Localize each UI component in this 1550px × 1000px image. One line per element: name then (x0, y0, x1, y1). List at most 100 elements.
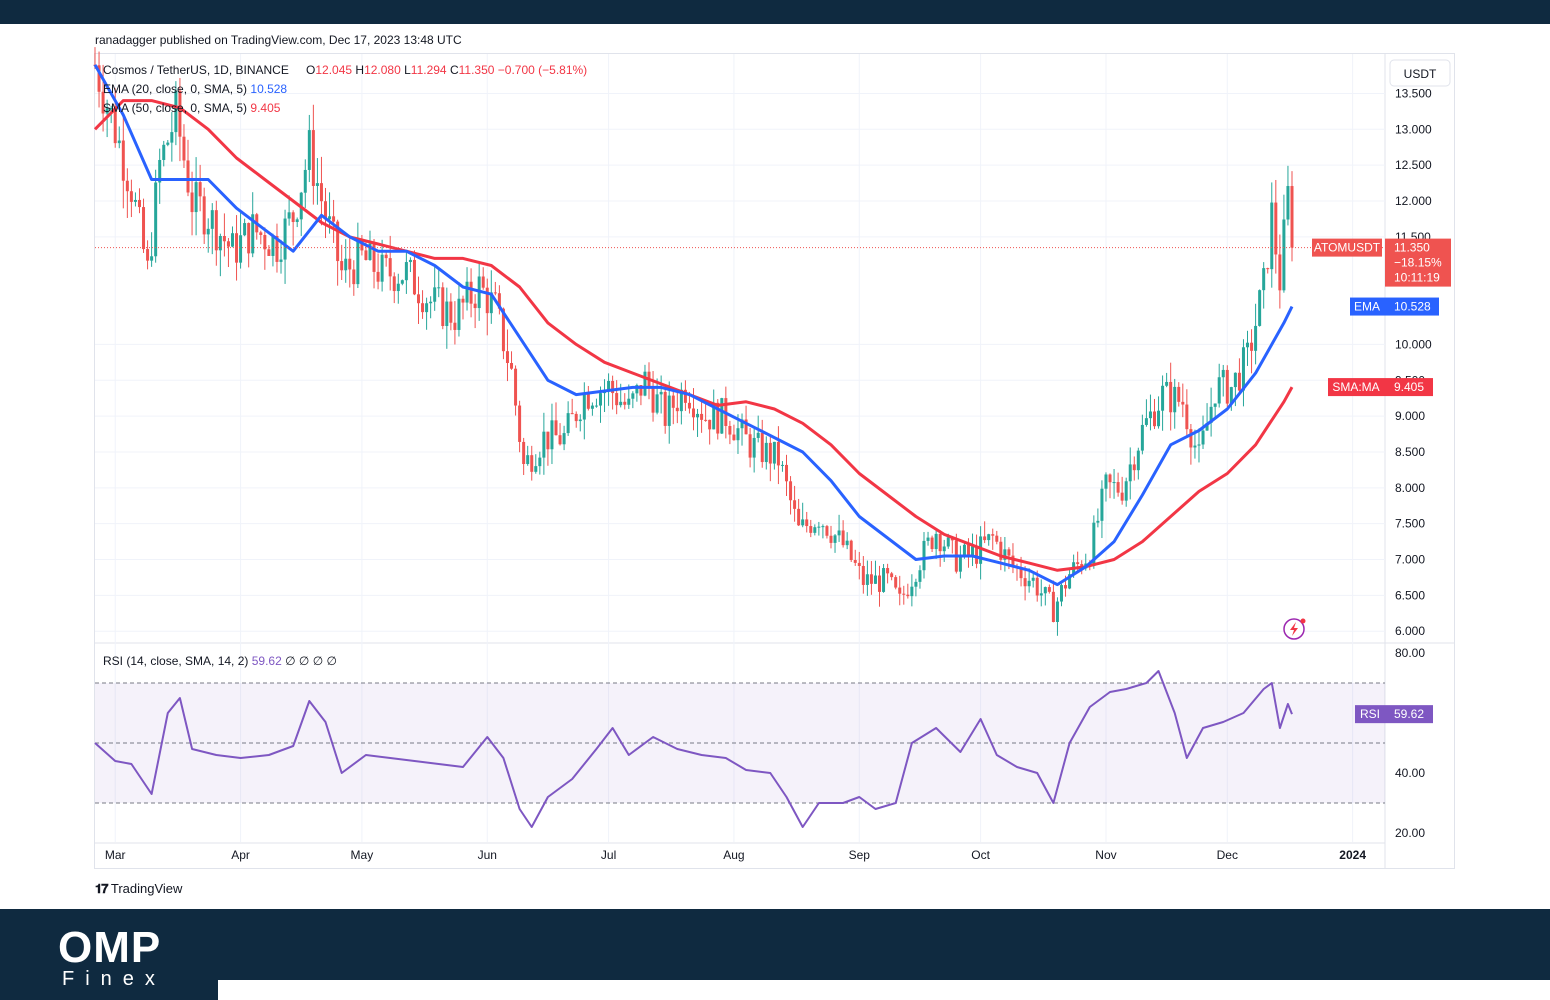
candle-body (1112, 482, 1116, 484)
candle-body (105, 108, 109, 114)
ohlc-readout: O12.045 H12.080 L11.294 C11.350 −0.700 (… (306, 63, 587, 77)
price-tick-label: 10.000 (1395, 337, 1432, 351)
candle-body (833, 535, 837, 543)
candle-body (101, 91, 105, 114)
candle-body (760, 432, 764, 463)
candle-body (1193, 445, 1197, 448)
rsi-pane (95, 682, 1385, 804)
candle-body (125, 180, 129, 192)
candle-body (582, 393, 586, 420)
ema-value-bg (1385, 297, 1439, 316)
candle-body (546, 431, 550, 450)
ema-value-tag: 10.528 (1394, 300, 1431, 314)
last-price-tag-bg (1385, 238, 1451, 287)
time-tick-label: May (351, 848, 374, 862)
candle-body (1270, 202, 1274, 270)
price-tick-label: 6.000 (1395, 624, 1425, 638)
candle-body (562, 433, 566, 445)
candle-body (1011, 555, 1015, 567)
candle-body (259, 232, 263, 236)
candle-body (1173, 386, 1177, 413)
candle-body (315, 183, 319, 186)
candle-body (687, 402, 691, 409)
candle-body (716, 402, 720, 434)
candle-body (1148, 411, 1152, 419)
candle-body (574, 413, 578, 422)
candle-body (465, 281, 469, 303)
candle-body (497, 293, 501, 309)
candle-body (1258, 290, 1262, 326)
ema-legend: EMA (20, close, 0, SMA, 5) 10.528 (103, 82, 287, 96)
candle-body (380, 254, 384, 282)
candle-body (598, 393, 602, 406)
candle-body (311, 130, 315, 186)
lightning-icon[interactable] (1283, 618, 1306, 640)
logo-mark: OMP (58, 923, 162, 972)
rsi-tag-label: RSI (1360, 707, 1380, 721)
candle-body (898, 587, 902, 594)
candle-body (421, 303, 425, 313)
indicator-lines (93, 64, 1385, 828)
candle-body (995, 535, 999, 542)
candle-body (461, 298, 465, 303)
candle-body (1116, 482, 1120, 493)
candle-body (987, 534, 991, 541)
candle-body (906, 594, 910, 597)
candle-body (542, 431, 546, 458)
candle-body (1092, 522, 1096, 566)
candle-body (926, 537, 930, 541)
candle-body (433, 287, 437, 302)
candle-body (776, 441, 780, 466)
candle-body (457, 298, 461, 330)
candle-body (186, 160, 190, 193)
candle-body (566, 413, 570, 434)
rsi-tag-bg (1355, 705, 1385, 724)
candle-body (1254, 325, 1258, 351)
candle-body (817, 526, 821, 528)
candle-body (1096, 520, 1100, 523)
candle-body (861, 565, 865, 585)
candle-body (182, 136, 186, 161)
candle-body (841, 530, 845, 546)
candle-body (570, 413, 574, 415)
candle-body (324, 201, 328, 220)
currency-button[interactable]: USDT (1389, 59, 1451, 87)
candle-body (902, 593, 906, 595)
candle-body (328, 216, 332, 220)
candle-body (1185, 404, 1189, 430)
candle-body (514, 368, 518, 406)
candle-body (158, 159, 162, 183)
candle-body (1189, 429, 1193, 448)
price-tick-label: 6.500 (1395, 588, 1425, 602)
candle-body (295, 219, 299, 223)
candle-body (1019, 567, 1023, 579)
tradingview-label: TradingView (110, 881, 183, 896)
last-price-change: −18.15% (1394, 256, 1442, 270)
candle-body (930, 537, 934, 550)
rsi-value-tag: 59.62 (1394, 707, 1424, 721)
candle-body (384, 254, 388, 259)
candle-body (805, 519, 809, 527)
candle-body (1157, 410, 1161, 427)
sma-legend: SMA (50, close, 0, SMA, 5) 9.405 (103, 101, 281, 115)
candle-body (279, 259, 283, 262)
candle-body (873, 575, 877, 584)
candle-body (554, 420, 558, 436)
candle-body (785, 464, 789, 482)
sma-value-tag: 9.405 (1394, 380, 1424, 394)
candle-body (1282, 219, 1286, 291)
candle-body (121, 140, 125, 181)
candles (93, 47, 1294, 636)
candle-body (1055, 601, 1059, 622)
candle-body (505, 351, 509, 364)
candle-body (590, 405, 594, 409)
candle-body (736, 428, 740, 441)
candle-body (469, 281, 473, 304)
candle-body (1161, 385, 1165, 411)
candle-body (578, 419, 582, 422)
candle-body (975, 546, 979, 564)
candle-body (412, 259, 416, 295)
candle-body (162, 144, 166, 160)
candle-body (1120, 492, 1124, 501)
